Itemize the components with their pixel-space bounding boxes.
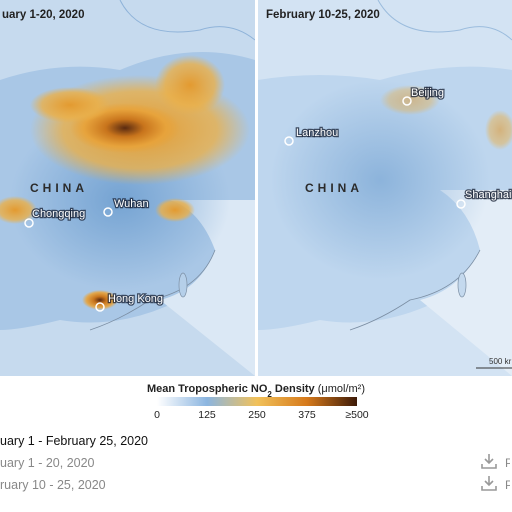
country-label: CHINA xyxy=(30,181,88,195)
download-label[interactable]: P xyxy=(505,478,510,492)
download-label[interactable]: P xyxy=(505,456,510,470)
scale-label: 500 kr xyxy=(489,357,512,366)
city-label: Shanghai xyxy=(465,189,512,201)
city-label: Beijing xyxy=(411,87,444,99)
legend-tick: 125 xyxy=(198,409,216,421)
download-icons: P P xyxy=(481,454,510,492)
legend-title-main: Mean Tropospheric NO xyxy=(147,383,268,395)
legend-unit: (μmol/m²) xyxy=(318,383,365,395)
right-map: February 10-25, 2020 CHINA Lanzhou Beiji… xyxy=(258,0,512,376)
map-figure: uary 1-20, 2020 CHINA Chongqing Wuhan Ho… xyxy=(0,0,512,421)
legend-tick: 0 xyxy=(154,409,160,421)
city-label: Hong Kong xyxy=(108,293,163,305)
legend-tick: ≥500 xyxy=(345,409,368,421)
city-label: Wuhan xyxy=(114,198,149,210)
legend: Mean Tropospheric NO2 Density (μmol/m²) … xyxy=(147,383,369,421)
legend-title-sub: 2 xyxy=(267,390,272,399)
city-label: Chongqing xyxy=(32,208,85,220)
download-icon[interactable] xyxy=(481,454,497,469)
city-label: Lanzhou xyxy=(296,127,338,139)
legend-tick: 250 xyxy=(248,409,266,421)
legend-title: Mean Tropospheric NO2 Density (μmol/m²) xyxy=(147,383,365,399)
left-map: uary 1-20, 2020 CHINA Chongqing Wuhan Ho… xyxy=(0,0,255,376)
image-link[interactable]: ruary 10 - 25, 2020 xyxy=(0,478,106,492)
legend-title-rest: Density xyxy=(272,383,318,395)
image-link[interactable]: uary 1 - 20, 2020 xyxy=(0,456,95,470)
country-label: CHINA xyxy=(305,181,363,195)
download-icon[interactable] xyxy=(481,476,497,491)
left-date: uary 1-20, 2020 xyxy=(2,9,84,21)
image-link[interactable]: uary 1 - February 25, 2020 xyxy=(0,434,148,448)
legend-tick: 375 xyxy=(298,409,316,421)
right-date: February 10-25, 2020 xyxy=(266,9,380,21)
